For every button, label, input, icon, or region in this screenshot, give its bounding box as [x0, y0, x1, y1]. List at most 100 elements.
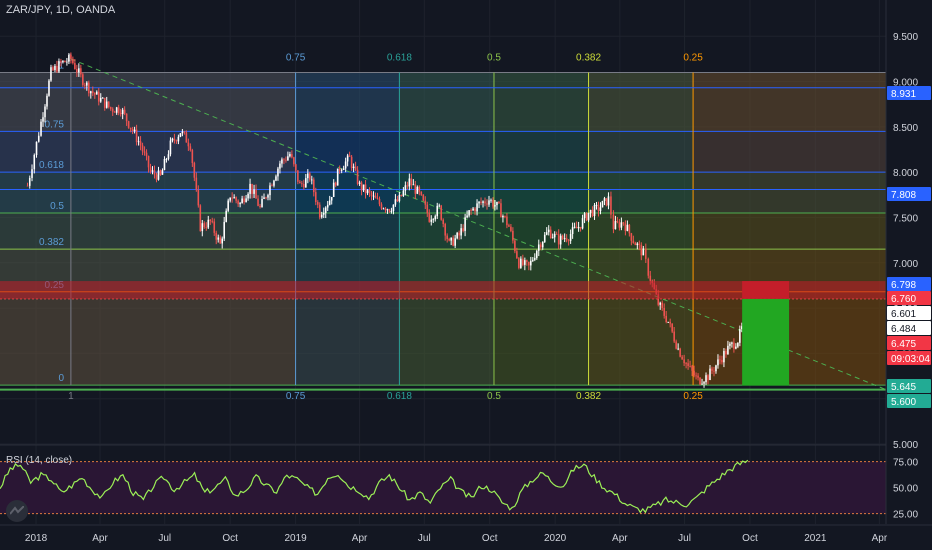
rsi-title[interactable]: RSI (14, close) [6, 455, 73, 466]
candle-body [456, 232, 458, 239]
candle-body [133, 129, 136, 132]
candle-body [581, 218, 584, 229]
candle-body [671, 323, 673, 332]
candle-body [299, 181, 301, 184]
candle-body [571, 227, 574, 235]
price-tag-label: 8.931 [891, 89, 916, 100]
candle-body [279, 163, 281, 169]
candle-body [380, 204, 383, 209]
candle-body [448, 238, 450, 241]
candle-body [127, 121, 130, 128]
time-zone-label-top: 0.382 [576, 52, 601, 63]
candle-body [386, 209, 389, 211]
candle-body [741, 326, 743, 330]
candle-body [40, 121, 42, 136]
candle-body [324, 207, 327, 213]
candle-body [665, 315, 667, 323]
candle-body [62, 60, 64, 63]
candle-body [263, 197, 265, 199]
candle-body [737, 342, 739, 347]
candle-body [91, 91, 94, 93]
candle-body [452, 237, 454, 246]
candle-body [442, 219, 445, 225]
candle-body [97, 91, 100, 102]
retracement-level-label: 1 [58, 60, 64, 71]
symbol-title[interactable]: ZAR/JPY, 1D, OANDA [6, 4, 116, 16]
candle-body [601, 200, 604, 208]
candle-body [265, 197, 267, 199]
candle-body [287, 156, 289, 161]
candle-body [109, 106, 112, 109]
candle-body [301, 183, 303, 185]
candle-body [332, 182, 335, 197]
candle-body [428, 213, 431, 222]
candle-body [303, 183, 305, 188]
candle-body [145, 152, 148, 156]
candle-body [56, 65, 58, 72]
candle-body [583, 213, 586, 219]
candle-body [681, 356, 683, 360]
retracement-level-label: 0.618 [39, 160, 64, 171]
take-profit-box [742, 298, 790, 386]
price-axis-tick: 5.000 [893, 440, 918, 451]
candle-body [713, 370, 715, 372]
candle-body [591, 209, 594, 217]
candle-body [526, 260, 528, 262]
candle-body [135, 129, 138, 142]
price-tag-box [887, 351, 931, 365]
candle-body [701, 383, 703, 385]
candle-body [99, 97, 102, 102]
time-zone-label-bottom: 0.382 [576, 391, 601, 402]
candle-body [424, 200, 427, 205]
candle-body [735, 346, 737, 349]
candle-body [603, 198, 606, 201]
candle-body [195, 177, 198, 190]
candle-body [209, 219, 212, 222]
candle-body [199, 205, 202, 232]
time-zone-band [588, 72, 694, 386]
candle-body [338, 168, 341, 171]
rsi-line [0, 459, 749, 514]
candle-body [307, 173, 309, 179]
candle-body [231, 197, 233, 199]
candle-body [466, 215, 468, 218]
candle-body [239, 203, 241, 205]
candle-body [197, 189, 200, 206]
candle-body [245, 198, 247, 203]
candle-body [434, 216, 437, 220]
candle-body [575, 226, 578, 229]
candle-body [72, 58, 74, 64]
candle-body [494, 205, 496, 207]
rsi-axis-tick: 25.00 [893, 510, 918, 521]
candle-body [535, 250, 538, 259]
time-zone-label-top: 0.75 [286, 52, 306, 63]
candle-body [549, 229, 552, 239]
candle-body [450, 237, 452, 241]
candle-body [175, 140, 178, 142]
candle-body [640, 244, 643, 256]
candle-body [559, 235, 562, 245]
candle-body [241, 198, 243, 204]
candle-body [561, 235, 564, 239]
candle-body [539, 244, 542, 248]
candle-body [699, 377, 701, 385]
time-zone-label-bottom: 0.5 [487, 391, 501, 402]
candle-body [37, 135, 40, 142]
candle-body [370, 192, 373, 196]
candle-body [589, 209, 592, 213]
candle-body [60, 61, 62, 63]
candle-body [612, 214, 615, 230]
price-axis-tick: 8.500 [893, 123, 918, 134]
candle-body [444, 224, 446, 236]
candle-body [316, 202, 319, 205]
candle-body [277, 168, 279, 177]
time-axis-tick: Oct [222, 533, 238, 544]
candle-body [350, 156, 353, 169]
candle-body [685, 363, 687, 364]
candle-body [382, 208, 385, 210]
candle-body [28, 177, 31, 186]
candle-body [430, 219, 433, 222]
candle-body [518, 258, 520, 268]
candle-body [378, 198, 381, 205]
